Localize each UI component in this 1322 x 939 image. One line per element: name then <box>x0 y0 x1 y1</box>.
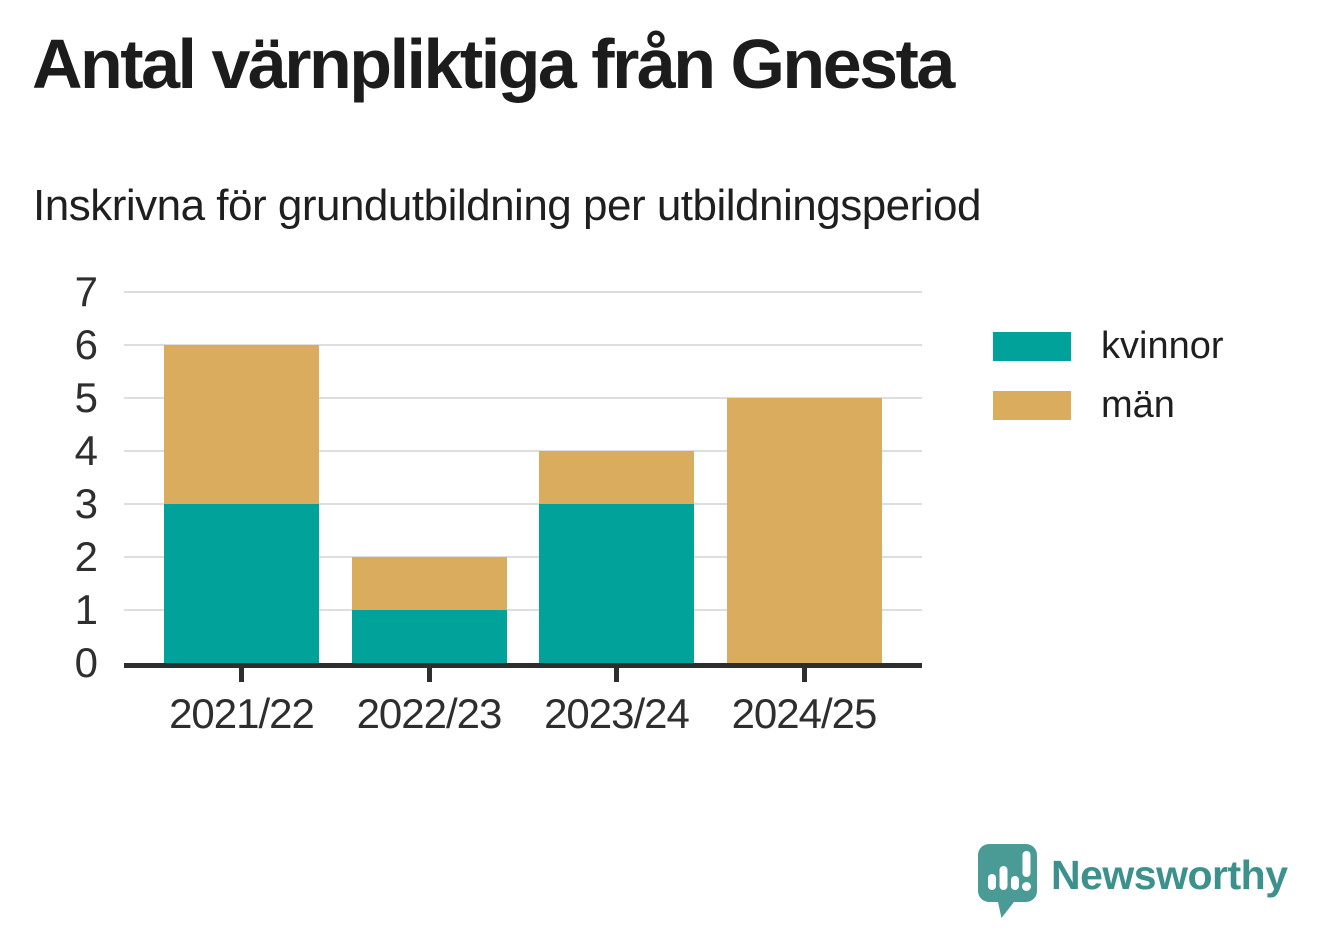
y-axis-tick-label: 7 <box>74 268 98 315</box>
gridline <box>124 556 922 558</box>
newsworthy-logo-icon <box>978 844 1037 918</box>
y-axis-tick-label: 1 <box>74 586 98 633</box>
branding: Newsworthy <box>977 843 1288 920</box>
x-axis-tick <box>239 668 244 682</box>
legend: kvinnor män <box>993 324 1224 427</box>
bar-segment-kvinnor <box>351 610 507 663</box>
x-axis-tick-label: 2022/23 <box>356 690 503 737</box>
bar-segment-kvinnor <box>539 504 694 663</box>
x-axis-tick <box>426 668 432 682</box>
y-axis-tick-label: 4 <box>74 427 98 474</box>
legend-swatch-män <box>993 390 1071 420</box>
x-axis-tick <box>801 668 807 682</box>
bar-segment-män <box>351 557 507 610</box>
y-axis-tick-label: 3 <box>74 480 98 527</box>
newsworthy-logo-text: Newsworthy <box>1051 852 1288 898</box>
x-axis-tick-label: 2021/22 <box>169 690 315 737</box>
legend-item-kvinnor: kvinnor <box>993 324 1224 368</box>
bar-segment-män <box>164 345 319 504</box>
bar-segment-kvinnor <box>164 504 319 663</box>
legend-label: kvinnor <box>1101 325 1224 367</box>
gridline <box>124 397 922 399</box>
x-axis-tick <box>614 668 619 682</box>
legend-swatch-kvinnor <box>993 331 1071 361</box>
y-axis-tick-label: 0 <box>74 639 98 686</box>
x-axis-tick-label: 2024/25 <box>731 690 878 737</box>
x-axis-tick-label: 2023/24 <box>544 690 690 737</box>
legend-item-män: män <box>993 383 1224 427</box>
y-axis-tick-label: 6 <box>74 321 98 368</box>
x-axis-line <box>124 663 922 668</box>
gridline <box>124 291 922 293</box>
gridline <box>124 344 922 346</box>
bar-segment-män <box>726 398 882 663</box>
gridline <box>124 503 922 505</box>
chart-subtitle: Inskrivna för grundutbildning per utbild… <box>33 181 982 230</box>
y-axis-tick-label: 5 <box>74 374 98 421</box>
y-axis-tick-label: 2 <box>74 533 98 580</box>
bar-segment-män <box>539 451 694 504</box>
legend-label: män <box>1101 384 1175 426</box>
gridline <box>124 450 922 452</box>
chart-title: Antal värnpliktiga från Gnesta <box>32 25 955 103</box>
gridline <box>124 609 922 611</box>
